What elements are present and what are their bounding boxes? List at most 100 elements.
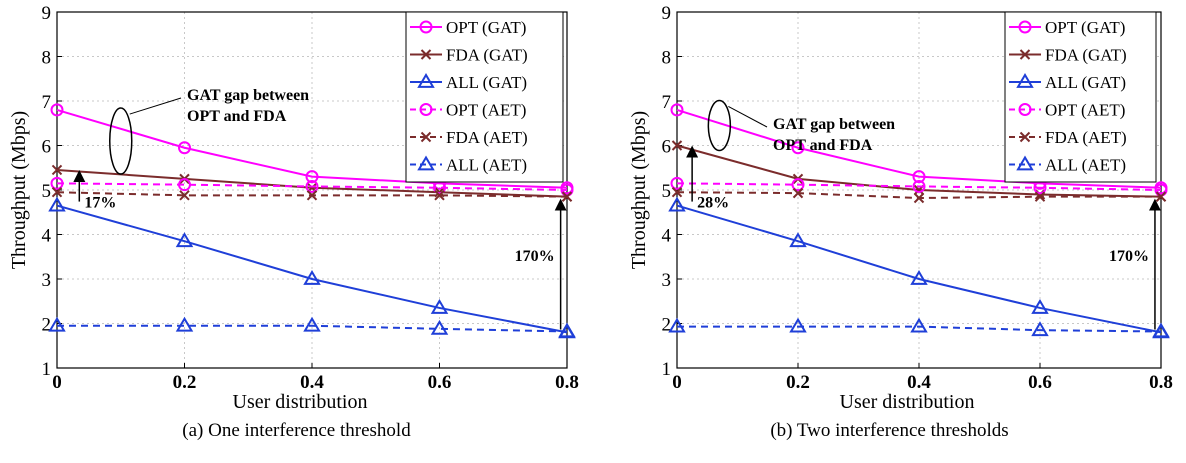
data-point: [670, 103, 684, 117]
legend-box: [1004, 11, 1157, 183]
legend-item: FDA (GAT): [410, 46, 528, 65]
legend-marker: [1018, 103, 1032, 116]
y-tick-label: 1: [662, 359, 672, 380]
y-tick-label: 6: [42, 137, 52, 158]
legend-label: OPT (AET): [446, 101, 526, 120]
legend-marker: [417, 155, 435, 171]
y-tick-label: 8: [662, 48, 672, 69]
series-all-aet: [668, 317, 1170, 338]
legend-item: OPT (AET): [410, 101, 526, 120]
legend-marker: [419, 103, 433, 116]
legend-marker: [420, 49, 432, 60]
data-point: [1152, 322, 1170, 338]
gap-label-line2: OPT and FDA: [773, 137, 873, 154]
gap-ellipse: [109, 107, 133, 175]
legend-item: ALL (AET): [410, 156, 527, 175]
gap-leader-line: [728, 106, 768, 128]
x-tick-label: 0.2: [173, 372, 197, 393]
y-axis-label: Throughput (Mbps): [8, 111, 30, 269]
data-point: [671, 140, 683, 151]
x-tick-label: 0.6: [428, 372, 452, 393]
series-line: [57, 324, 568, 333]
y-tick-label: 5: [42, 181, 52, 202]
data-point: [1031, 321, 1049, 337]
legend-label: OPT (GAT): [446, 18, 526, 37]
series-opt-gat: [670, 103, 1168, 195]
data-point: [434, 190, 445, 201]
pct-label-left: 28%: [697, 195, 729, 212]
data-point: [179, 190, 190, 201]
y-tick-label: 2: [662, 315, 672, 336]
gap-label-line1: GAT gap between: [187, 87, 309, 104]
data-point: [178, 141, 191, 155]
data-point: [303, 316, 321, 332]
x-tick-label: 0.4: [300, 372, 324, 393]
data-point: [305, 170, 319, 184]
legend-marker: [1016, 155, 1034, 171]
pct-label-right: 170%: [515, 248, 555, 265]
chart-svg-a: 0 0.2 0.4 0.6 0.8 1 2 3 4 5 6 7 8 9 User distribution T…: [8, 3, 579, 413]
legend-item: FDA (AET): [410, 128, 528, 147]
data-point: [789, 232, 807, 248]
data-point: [912, 170, 926, 184]
chart-svg-b: 0 0.2 0.4 0.6 0.8 1 2 3 4 5 6 7 8 9 User distribution T…: [628, 3, 1173, 413]
chart-panel-b: 0 0.2 0.4 0.6 0.8 1 2 3 4 5 6 7 8 9 User distribution T…: [593, 0, 1186, 463]
legend-marker: [1019, 131, 1031, 143]
legend-label: FDA (AET): [446, 128, 528, 147]
legend-label: ALL (AET): [446, 156, 527, 175]
chart-caption-a: (a) One interference threshold: [182, 420, 411, 441]
legend-label: OPT (AET): [1045, 101, 1125, 120]
data-point: [791, 141, 805, 155]
data-point: [791, 178, 805, 192]
y-tick-label: 6: [662, 137, 672, 158]
y-tick-label: 7: [42, 92, 52, 113]
legend-item: OPT (GAT): [410, 18, 526, 37]
data-point: [430, 298, 449, 314]
data-point: [178, 178, 191, 192]
legend-item: ALL (GAT): [1009, 73, 1126, 92]
legend: OPT (GAT) FDA (GAT) ALL (GAT) OPT (AET) FDA …: [405, 11, 564, 183]
data-point: [670, 176, 684, 190]
legend-marker: [417, 73, 435, 88]
data-point: [430, 319, 449, 335]
legend-box: [405, 11, 564, 183]
legend: OPT (GAT) FDA (GAT) ALL (GAT) OPT (AET) FDA …: [1004, 11, 1157, 183]
legend-item: FDA (AET): [1009, 128, 1127, 147]
y-tick-label: 4: [662, 226, 672, 247]
data-point: [51, 187, 63, 198]
data-point: [668, 317, 686, 333]
y-tick-label: 3: [662, 270, 672, 291]
x-tick-label: 0.6: [1028, 372, 1052, 393]
data-point: [789, 317, 807, 333]
y-tick-label: 3: [42, 270, 52, 291]
gap-label-line1: GAT gap between: [773, 116, 895, 133]
x-tick-label: 0: [672, 372, 682, 393]
data-point: [671, 187, 683, 198]
pct-label-left: 17%: [84, 195, 116, 212]
series-line: [56, 108, 568, 189]
legend-label: FDA (GAT): [1045, 46, 1127, 65]
legend-label: FDA (GAT): [446, 46, 528, 65]
y-axis-label: Throughput (Mbps): [628, 111, 650, 269]
y-tick-label: 8: [42, 48, 52, 69]
series-line: [676, 182, 1162, 191]
legend-item: ALL (AET): [1009, 156, 1126, 175]
x-tick-label: 0.4: [907, 372, 931, 393]
legend-label: ALL (GAT): [446, 73, 527, 92]
legend-marker: [419, 20, 433, 34]
legend-marker: [1018, 20, 1032, 34]
data-point: [50, 103, 64, 117]
x-tick-label: 0: [52, 372, 62, 393]
pct-label-right: 170%: [1109, 248, 1149, 265]
y-tick-label: 9: [42, 3, 52, 24]
y-tick-label: 2: [42, 315, 52, 336]
legend-marker: [1016, 73, 1034, 88]
series-all-aet: [48, 316, 576, 338]
series-line: [56, 204, 568, 334]
x-tick-label: 0.8: [555, 372, 579, 393]
y-tick-label: 7: [662, 92, 672, 113]
x-tick-label: 0.8: [1149, 372, 1173, 393]
legend-item: ALL (GAT): [410, 73, 527, 92]
series-line: [677, 325, 1162, 333]
gap-leader-line: [129, 97, 182, 115]
